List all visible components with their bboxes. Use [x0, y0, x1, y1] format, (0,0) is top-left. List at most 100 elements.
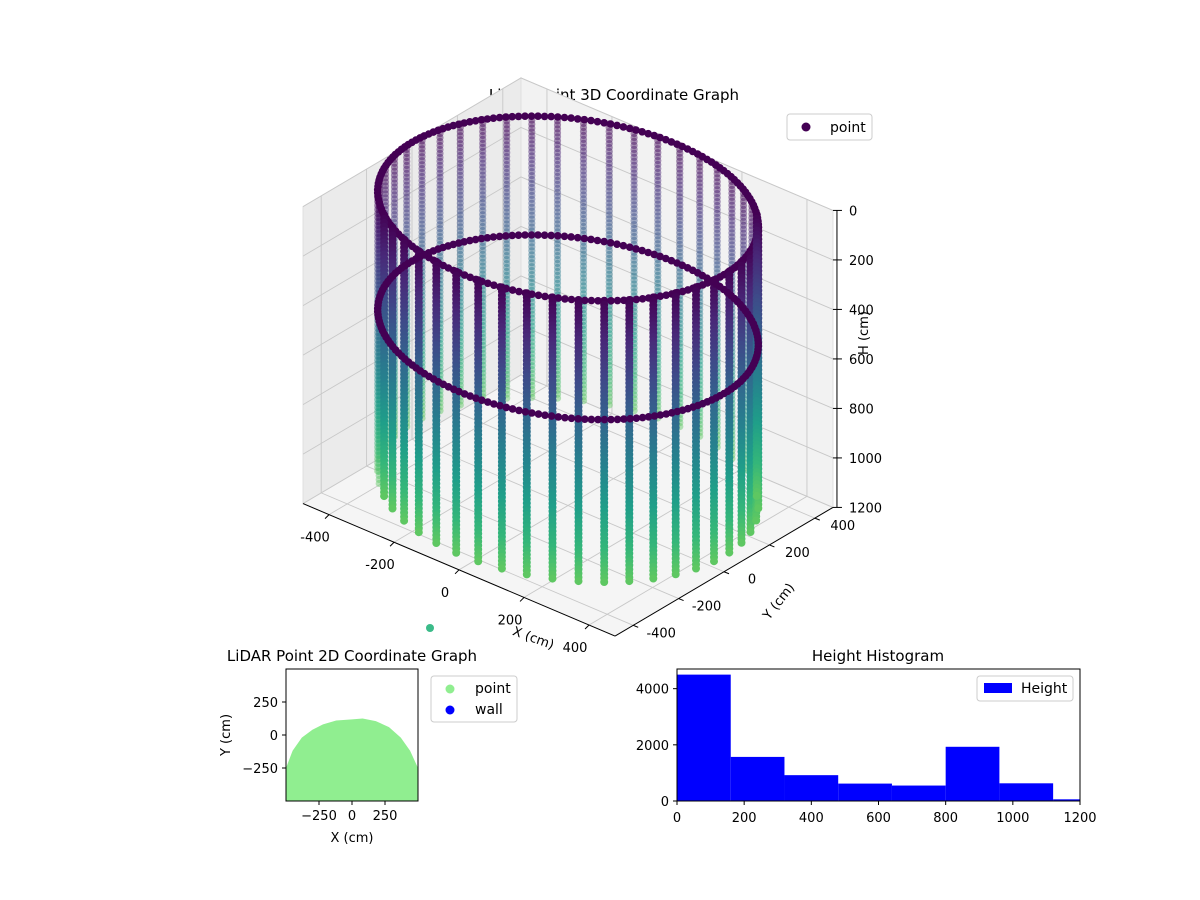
plot3d-point	[625, 243, 634, 251]
plot3d-point	[630, 225, 638, 233]
plot3d-point	[713, 261, 721, 269]
plot3d-point	[495, 232, 504, 241]
plot3d-point	[654, 153, 662, 161]
plot3d-point	[374, 368, 382, 376]
plot3d-point	[630, 193, 638, 201]
plot3d-point	[528, 239, 536, 247]
plot3d-point	[739, 233, 748, 241]
plot3d-point	[503, 141, 511, 149]
plot3d-point	[528, 215, 536, 223]
plot3d-point	[374, 233, 382, 241]
plot3d-ytick	[814, 517, 820, 521]
plot3d-point	[630, 260, 638, 268]
plot3d-point	[478, 396, 486, 405]
plot3d-point	[630, 189, 638, 197]
plot3d-point	[456, 227, 464, 235]
plot3d-point	[496, 401, 504, 410]
plot3d-point	[644, 129, 652, 138]
plot3d-point	[579, 175, 588, 183]
plot3d-point	[479, 270, 487, 278]
plot3d-point	[728, 189, 736, 197]
plot3d-point	[374, 427, 382, 435]
plot3d-point	[403, 189, 411, 197]
plot3d-point	[477, 116, 486, 124]
plot3d-point	[579, 167, 588, 175]
plot3d-point	[390, 175, 399, 183]
plot3d-point	[528, 148, 536, 156]
plot3d-point	[579, 135, 588, 143]
plot3d-point	[696, 167, 704, 175]
plot3d-point	[456, 148, 464, 156]
plot3d-point	[605, 147, 613, 156]
plot3d-point	[456, 140, 464, 148]
plot3d-point	[632, 245, 640, 253]
plot3d-point	[547, 112, 555, 121]
plot3d-point	[728, 253, 736, 261]
plot3d-point	[503, 176, 511, 184]
hist-xtick-label: 400	[799, 811, 824, 826]
plot3d-point	[607, 297, 615, 305]
plot3d-point	[630, 157, 638, 165]
plot3d-point	[654, 176, 662, 184]
plot3d-point	[456, 231, 464, 239]
plot3d-point	[553, 145, 562, 153]
plot3d-point	[638, 128, 646, 136]
plot3d-point	[632, 126, 640, 134]
plot3d-point	[676, 221, 684, 229]
plot3d-point	[403, 209, 411, 217]
plot3d-point	[522, 570, 531, 579]
plot3d-point	[605, 290, 613, 298]
plot3d-point	[418, 180, 426, 189]
plot3d-point	[605, 187, 613, 195]
plot3d-point	[593, 117, 602, 126]
plot3d-point	[374, 221, 382, 230]
plot3d-point	[654, 259, 662, 268]
plot3d-point	[630, 268, 638, 276]
plot3d-point	[579, 151, 588, 159]
hist-bar	[784, 775, 839, 801]
plot2d-xtick-label: −250	[301, 809, 337, 824]
plot3d-point	[579, 183, 588, 191]
plot3d-legend-frame	[786, 113, 873, 141]
plot3d-point	[650, 412, 659, 420]
plot3d-point	[456, 144, 464, 152]
plot3d-point	[560, 113, 569, 122]
plot3d-ytick-label: 0	[748, 573, 756, 588]
plot3d-xlabel: X (cm)	[510, 624, 556, 653]
plot3d-point	[587, 235, 595, 244]
plot3d-point	[374, 384, 382, 392]
plot3d-point	[418, 216, 426, 224]
plot3d-point	[553, 168, 562, 177]
plot3d-point	[528, 144, 536, 152]
plot3d-point	[619, 241, 628, 250]
plot3d-point	[390, 183, 399, 191]
hist-legend: Height	[976, 675, 1074, 702]
plot3d-point	[477, 234, 486, 243]
plot3d-point	[528, 183, 536, 192]
plot3d-point	[630, 256, 638, 264]
plot3d-point	[579, 191, 588, 199]
plot3d-point	[605, 215, 613, 223]
plot3d-point	[528, 172, 536, 180]
plot3d-point	[374, 269, 382, 277]
plot3d-point	[605, 254, 613, 262]
plot3d-point	[579, 258, 588, 266]
plot3d-point	[650, 250, 658, 259]
plot3d-point	[579, 254, 588, 262]
plot3d-point	[414, 528, 423, 537]
plot3d-point	[418, 224, 426, 232]
plot3d-point	[528, 251, 536, 259]
plot3d-point	[710, 557, 718, 566]
plot3d-point	[374, 423, 382, 431]
plot3d-legend-label: point	[830, 120, 866, 136]
plot3d-point	[713, 178, 721, 186]
plot3d-point	[479, 250, 487, 258]
plot3d-point	[503, 153, 511, 161]
plot3d-point	[479, 135, 487, 143]
plot3d-point	[508, 112, 516, 121]
plot3d-point	[418, 196, 426, 204]
plot3d-point	[662, 254, 670, 263]
plot3d-point	[390, 171, 399, 179]
plot3d-point	[579, 171, 588, 179]
plot3d-point	[696, 238, 704, 246]
